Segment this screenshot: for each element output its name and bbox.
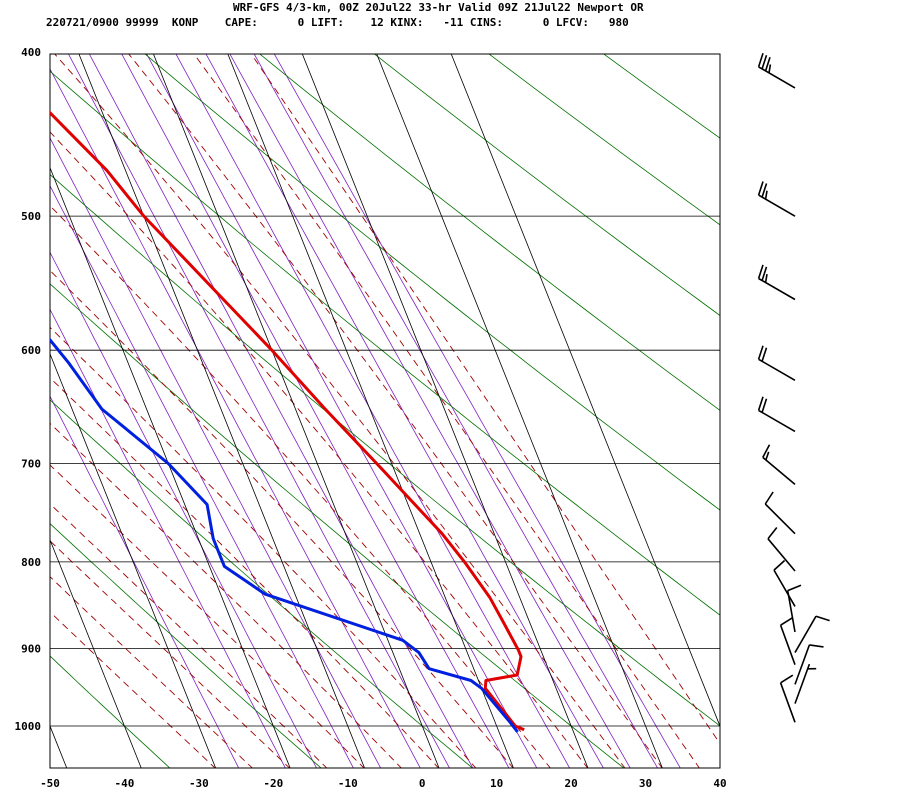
wind-barb	[786, 584, 802, 633]
mixing-ratio-line	[229, 54, 631, 768]
wind-barb	[762, 444, 796, 485]
dry-adiabat	[144, 54, 720, 511]
wind-barb	[764, 491, 796, 535]
x-tick-label: -30	[189, 777, 209, 790]
wind-barb	[757, 181, 796, 217]
x-tick-label: -50	[40, 777, 60, 790]
mixing-ratio-line	[50, 395, 240, 768]
mixing-ratio-line	[205, 54, 604, 768]
temperature-trace	[50, 110, 525, 732]
y-tick-label: 800	[21, 556, 41, 569]
dry-adiabat	[603, 54, 720, 139]
dry-adiabat	[50, 283, 625, 768]
plot-border	[49, 53, 721, 769]
dry-adiabat	[50, 655, 171, 768]
moist-adiabat	[50, 377, 440, 768]
x-tick-label: -10	[338, 777, 358, 790]
dry-adiabat	[259, 54, 720, 411]
isotherm	[50, 725, 68, 768]
y-tick-label: 900	[21, 642, 41, 655]
moist-adiabat	[50, 503, 328, 768]
x-tick-label: 30	[639, 777, 652, 790]
moist-adiabat	[50, 464, 365, 768]
dry-adiabat	[373, 54, 720, 316]
isotherm	[153, 54, 440, 768]
moist-adiabat	[50, 205, 551, 768]
y-tick-label: 700	[21, 458, 41, 471]
y-tick-label: 500	[21, 210, 41, 223]
wind-barbs	[757, 53, 830, 723]
mixing-ratio-line	[146, 54, 538, 768]
moist-adiabat	[54, 54, 626, 768]
y-axis-ticks: 400 500 600 700 800 900 1000	[15, 46, 42, 733]
mixing-ratio-line	[50, 251, 317, 768]
mixing-ratio-line	[68, 54, 450, 768]
wind-barb	[779, 616, 796, 665]
wind-barb	[767, 527, 796, 572]
moist-adiabat	[50, 131, 589, 768]
isotherm	[227, 54, 514, 768]
isotherm	[450, 54, 720, 728]
moist-adiabat	[50, 269, 514, 768]
y-tick-label: 400	[21, 46, 41, 59]
x-tick-label: -20	[263, 777, 283, 790]
mixing-ratio-line	[50, 185, 354, 768]
isotherm	[50, 538, 142, 768]
x-tick-label: 0	[419, 777, 426, 790]
x-tick-label: 20	[564, 777, 577, 790]
x-tick-label: 40	[713, 777, 726, 790]
moist-adiabat	[250, 54, 720, 745]
wind-barb	[757, 53, 796, 89]
moist-adiabat	[50, 422, 402, 768]
dry-adiabat	[488, 54, 720, 226]
x-tick-label: -40	[115, 777, 135, 790]
moist-adiabat	[50, 611, 216, 768]
header-line-1: WRF-GFS 4/3-km, 00Z 20Jul22 33-hr Valid …	[233, 1, 644, 14]
mixing-ratio-line	[121, 54, 510, 768]
wind-barb	[794, 644, 824, 685]
dry-adiabat	[50, 523, 322, 768]
mixing-ratio-line	[253, 54, 659, 768]
wind-barb	[757, 345, 796, 381]
dry-adiabat	[50, 174, 720, 727]
plot-frame	[49, 53, 721, 769]
wind-barb	[794, 615, 830, 653]
wind-barb	[757, 264, 796, 301]
y-tick-label: 600	[21, 344, 41, 357]
mixing-ratio-line	[273, 54, 681, 768]
isotherm	[50, 352, 217, 768]
x-axis-ticks: -50 -40 -30 -20 -10 0 10 20 30 40	[40, 777, 727, 790]
wind-barb	[779, 674, 796, 723]
y-tick-label: 1000	[15, 720, 42, 733]
background-grid	[50, 54, 720, 768]
mixing-ratio-line	[88, 54, 474, 768]
sounding-traces	[50, 110, 525, 733]
moist-adiabat	[50, 540, 291, 768]
x-tick-label: 10	[490, 777, 503, 790]
wind-barb	[773, 559, 796, 607]
isotherm	[78, 54, 365, 768]
dry-adiabat	[50, 70, 720, 616]
mixing-ratio-line	[175, 54, 571, 768]
dry-adiabat	[50, 399, 474, 768]
dewpoint-trace	[50, 337, 519, 733]
isotherm	[50, 166, 291, 768]
mixing-ratio-line	[50, 137, 382, 768]
wind-barb	[794, 663, 817, 704]
header-line-2: 220721/0900 99999 KONP CAPE: 0 LIFT: 12 …	[46, 16, 629, 29]
mixing-ratio-line	[50, 68, 421, 768]
moist-adiabat	[50, 326, 477, 768]
mixing-ratio-line	[50, 308, 286, 768]
wind-barb	[757, 396, 796, 433]
isotherm	[301, 54, 589, 768]
moist-adiabat	[128, 54, 663, 768]
isotherm	[376, 54, 663, 768]
moist-adiabat	[193, 54, 700, 768]
